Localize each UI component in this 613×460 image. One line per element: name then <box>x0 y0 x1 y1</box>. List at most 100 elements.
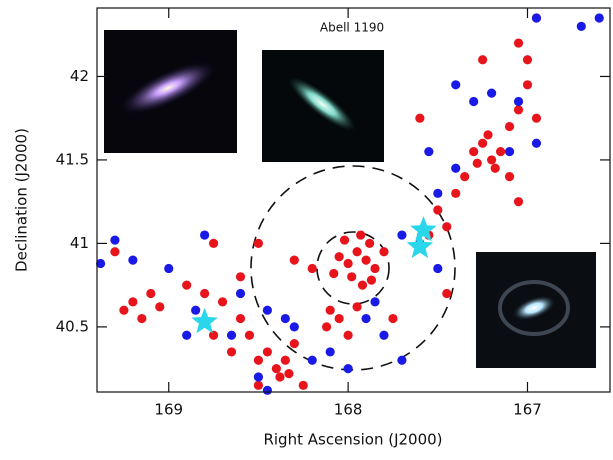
point <box>576 21 586 31</box>
point <box>522 80 533 90</box>
point <box>343 330 353 340</box>
point <box>433 263 443 274</box>
point <box>531 113 542 123</box>
point <box>307 263 317 274</box>
point <box>343 258 353 269</box>
point <box>487 88 497 98</box>
point <box>271 364 281 374</box>
point <box>478 138 488 148</box>
star-marker <box>410 216 437 242</box>
point <box>460 172 470 182</box>
point <box>343 364 353 374</box>
point <box>289 338 299 349</box>
point <box>262 385 273 395</box>
point <box>356 230 366 240</box>
point <box>366 275 377 285</box>
point <box>352 247 362 257</box>
galaxy <box>120 61 216 115</box>
point <box>182 330 192 340</box>
point <box>119 305 129 315</box>
point <box>478 55 488 65</box>
point <box>95 258 106 269</box>
point <box>262 305 273 315</box>
point <box>155 302 165 312</box>
point <box>347 272 357 282</box>
point <box>365 238 375 249</box>
point <box>451 80 461 90</box>
point <box>253 372 264 382</box>
point <box>329 268 339 279</box>
galaxy <box>513 295 555 321</box>
point <box>469 96 479 107</box>
point <box>253 355 264 365</box>
point <box>379 247 389 257</box>
point <box>110 235 120 245</box>
point <box>226 330 237 340</box>
point <box>325 347 335 357</box>
point <box>357 280 368 290</box>
point <box>182 280 192 290</box>
point <box>504 121 515 132</box>
chart-title: Abell 1190 <box>320 21 384 35</box>
point <box>522 55 533 65</box>
point <box>334 313 344 324</box>
point <box>289 322 299 332</box>
point <box>200 288 210 299</box>
x-tick-label: 168 <box>334 401 363 419</box>
point <box>191 305 201 315</box>
point <box>513 105 524 115</box>
point <box>280 355 290 365</box>
point <box>361 255 371 265</box>
point <box>370 263 380 274</box>
point <box>397 230 407 240</box>
point <box>361 313 371 324</box>
point <box>504 146 515 157</box>
y-tick-label: 42 <box>70 67 89 85</box>
point <box>424 146 434 157</box>
data-marks <box>95 13 604 395</box>
point <box>415 113 425 123</box>
point <box>321 322 332 332</box>
x-axis-label: Right Ascension (J2000) <box>263 431 442 449</box>
point <box>244 330 255 340</box>
point <box>513 197 524 207</box>
point <box>289 255 299 265</box>
point <box>442 288 452 299</box>
y-tick-label: 40.5 <box>56 317 89 335</box>
point <box>433 188 443 198</box>
point <box>164 263 174 274</box>
point <box>128 297 138 307</box>
point <box>513 38 524 48</box>
point <box>594 13 604 23</box>
x-tick-label: 167 <box>513 401 542 419</box>
outer-radius <box>250 165 456 371</box>
star-marker <box>191 307 218 334</box>
y-tick-label: 41 <box>70 234 89 252</box>
point <box>226 347 237 357</box>
point <box>235 288 246 299</box>
point <box>146 288 156 299</box>
point <box>397 355 407 365</box>
point <box>487 155 497 165</box>
y-axis-label: Declination (J2000) <box>13 128 31 272</box>
point <box>137 313 147 324</box>
point <box>284 369 294 379</box>
point <box>339 235 350 245</box>
point <box>469 146 479 157</box>
point <box>253 238 264 249</box>
point <box>235 313 246 324</box>
point <box>280 313 290 324</box>
point <box>275 372 285 382</box>
point <box>128 255 138 265</box>
point <box>531 138 542 148</box>
y-tick-label: 41.5 <box>56 150 89 168</box>
point <box>253 380 264 390</box>
point <box>483 130 493 140</box>
point <box>370 297 380 307</box>
point <box>325 305 335 315</box>
galaxy <box>288 76 356 132</box>
point <box>531 13 542 23</box>
galaxy-images <box>104 30 596 368</box>
x-tick-label: 169 <box>154 401 183 419</box>
point <box>451 163 461 173</box>
